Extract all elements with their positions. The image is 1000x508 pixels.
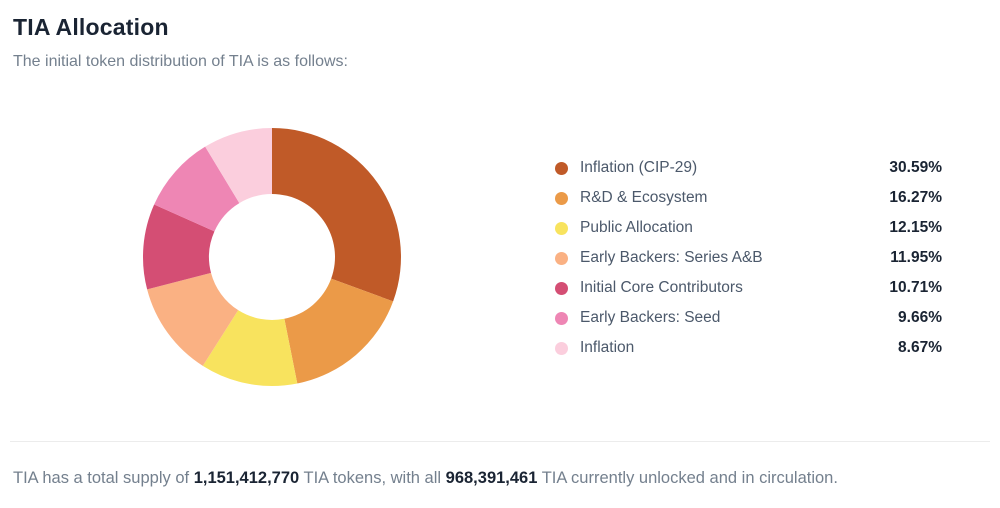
total-supply-value: 1,151,412,770: [193, 469, 300, 487]
legend-color-dot: [555, 191, 568, 205]
legend-value: 11.95%: [890, 249, 942, 266]
supply-text-suffix: TIA currently unlocked and in circulatio…: [537, 469, 838, 487]
legend-color-dot: [555, 251, 568, 265]
legend-item: Inflation 8.67%: [548, 333, 942, 363]
supply-text-middle: TIA tokens, with all: [299, 469, 446, 487]
legend-value: 10.71%: [889, 279, 942, 296]
legend-value: 30.59%: [889, 159, 942, 176]
legend-item: Early Backers: Series A&B 11.95%: [548, 243, 942, 273]
legend-value: 8.67%: [898, 339, 942, 356]
chart-legend: Inflation (CIP-29) 30.59% R&D & Ecosystem 1…: [548, 153, 942, 363]
legend-color-dot: [555, 161, 568, 175]
page-subtitle: The initial token distribution of TIA is…: [13, 53, 348, 70]
horizontal-divider: [10, 441, 990, 442]
donut-slice-4: [147, 272, 239, 366]
legend-item: Inflation (CIP-29) 30.59%: [548, 153, 942, 183]
donut-slice-7: [205, 128, 272, 204]
legend-item: Early Backers: Seed 9.66%: [548, 303, 942, 333]
legend-item: Initial Core Contributors 10.71%: [548, 273, 942, 303]
legend-label: Public Allocation: [580, 219, 693, 236]
legend-label: Inflation: [580, 339, 635, 356]
donut-slice-2: [284, 278, 394, 384]
donut-chart: [142, 127, 402, 387]
donut-slice-5: [142, 204, 215, 290]
legend-value: 9.66%: [898, 309, 942, 326]
legend-label: Early Backers: Series A&B: [580, 249, 763, 266]
page-title: TIA Allocation: [13, 14, 169, 40]
legend-value: 12.15%: [889, 219, 942, 236]
donut-chart-svg: [142, 128, 401, 387]
legend-color-dot: [555, 281, 568, 295]
donut-slice-1: [272, 128, 401, 302]
circulating-supply-value: 968,391,461: [445, 469, 538, 487]
supply-text-prefix: TIA has a total supply of: [13, 469, 194, 487]
legend-color-dot: [555, 311, 568, 325]
legend-color-dot: [555, 341, 568, 355]
donut-slice-3: [202, 310, 298, 387]
legend-item: Public Allocation 12.15%: [548, 213, 942, 243]
donut-slice-6: [154, 146, 240, 232]
legend-label: Early Backers: Seed: [580, 309, 721, 326]
supply-summary: TIA has a total supply of 1,151,412,770 …: [13, 467, 990, 489]
legend-label: Inflation (CIP-29): [580, 159, 698, 176]
legend-label: R&D & Ecosystem: [580, 189, 708, 206]
legend-value: 16.27%: [889, 189, 942, 206]
legend-color-dot: [555, 221, 568, 235]
legend-item: R&D & Ecosystem 16.27%: [548, 183, 942, 213]
legend-label: Initial Core Contributors: [580, 279, 743, 296]
